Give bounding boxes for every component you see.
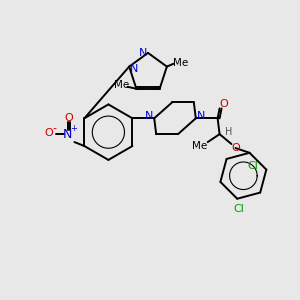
Text: -: - <box>52 123 57 133</box>
Text: N: N <box>196 111 205 121</box>
Text: Me: Me <box>192 141 207 151</box>
Text: H: H <box>225 127 232 137</box>
Text: O: O <box>64 113 73 123</box>
Text: O: O <box>44 128 53 138</box>
Text: +: + <box>70 124 77 133</box>
Text: N: N <box>130 64 138 74</box>
Text: Cl: Cl <box>234 204 244 214</box>
Text: Me: Me <box>173 58 188 68</box>
Text: N: N <box>145 111 153 121</box>
Text: O: O <box>219 99 228 110</box>
Text: N: N <box>63 128 72 141</box>
Text: Cl: Cl <box>247 160 258 171</box>
Text: O: O <box>231 143 240 153</box>
Text: Me: Me <box>114 80 129 90</box>
Text: N: N <box>139 48 147 58</box>
